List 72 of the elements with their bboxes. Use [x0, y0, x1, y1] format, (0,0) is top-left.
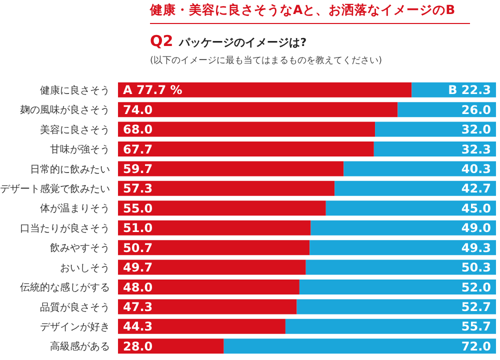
data-label: 49.3	[461, 240, 491, 255]
data-label: 40.3	[461, 162, 491, 176]
chart-title: 健康・美容に良さそうなAと、お洒落なイメージのB	[150, 2, 470, 24]
y-tick-label: 体が温まりそう	[40, 202, 110, 215]
y-tick-label: 高級感がある	[50, 340, 110, 353]
y-tick-label: デザインが好き	[40, 322, 110, 333]
bar	[118, 240, 310, 256]
data-label: 51.0	[123, 221, 153, 236]
data-label: 47.3	[123, 300, 153, 314]
bar	[118, 142, 374, 157]
y-tick-label: 日常的に飲みたい	[30, 163, 110, 176]
y-tick-label: 美容に良さそう	[40, 124, 110, 136]
data-label: 48.0	[123, 280, 153, 294]
data-label: 52.7	[461, 300, 491, 314]
y-tick-label: 甘味が強そう	[50, 144, 110, 156]
y-tick-label: 伝統的な感じがする	[20, 282, 110, 294]
bar	[224, 338, 496, 354]
y-tick-label: 飲みやすそう	[50, 243, 110, 254]
text: (以下のイメージに最も当てはまるものを教えてください)	[150, 54, 382, 67]
y-tick-label: 品質が良さそう	[40, 301, 110, 314]
data-label: 28.0	[123, 339, 153, 354]
data-label: 32.0	[461, 122, 491, 137]
bar	[118, 102, 398, 118]
data-label: 52.0	[461, 280, 491, 294]
y-tick-label: おいしそう	[60, 262, 110, 274]
data-label: 59.7	[123, 162, 153, 176]
bar	[344, 161, 496, 176]
bar	[118, 260, 306, 275]
data-label: 55.7	[461, 320, 491, 334]
data-label: 32.3	[461, 142, 491, 156]
bar	[375, 122, 496, 137]
bar	[118, 82, 412, 98]
data-label: B 22.3	[448, 83, 491, 98]
y-tick-label: 口当たりが良さそう	[20, 222, 110, 234]
y-tick-label: デザート感覚で飲みたい	[0, 182, 110, 195]
data-label: 55.0	[123, 201, 153, 216]
data-label: 74.0	[123, 102, 153, 117]
bar	[118, 280, 300, 295]
y-tick-label: 麹の風味が良さそう	[20, 104, 110, 116]
bar	[306, 260, 496, 275]
bar	[310, 240, 496, 256]
bar	[118, 338, 224, 354]
bar	[118, 180, 335, 196]
bar	[118, 200, 326, 216]
data-label: 42.7	[461, 182, 491, 196]
data-label: 50.3	[461, 260, 491, 275]
bar	[118, 318, 286, 334]
bar	[398, 102, 496, 118]
bar	[374, 142, 496, 157]
bar	[118, 122, 376, 137]
bar	[299, 280, 496, 295]
data-label: 67.7	[123, 142, 153, 156]
chart-subtitle: Q2 パッケージのイメージは?	[150, 32, 307, 50]
data-label: 44.3	[123, 320, 153, 334]
data-label: 50.7	[123, 240, 153, 255]
bar	[296, 299, 496, 314]
data-label: 57.3	[123, 182, 153, 196]
data-label: 45.0	[461, 201, 491, 216]
bar	[285, 318, 496, 334]
bar	[310, 220, 496, 236]
bar	[118, 299, 297, 314]
y-tick-label: 健康に良さそう	[40, 84, 110, 96]
data-label: 68.0	[123, 122, 153, 137]
data-label: 49.7	[123, 260, 153, 275]
bar	[334, 180, 496, 196]
bar	[118, 220, 311, 236]
data-label: 49.0	[461, 221, 491, 236]
bar	[118, 161, 344, 176]
data-label: 26.0	[461, 102, 491, 117]
bar	[326, 200, 496, 216]
data-label: A 77.7 %	[123, 83, 182, 98]
data-label: 72.0	[461, 339, 491, 354]
